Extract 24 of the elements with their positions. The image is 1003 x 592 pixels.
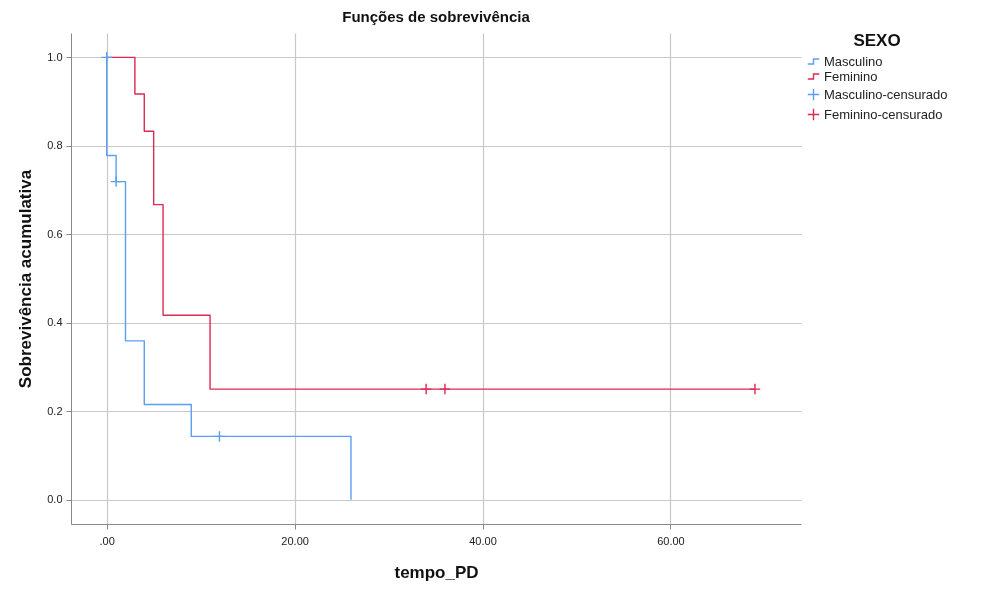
point bbox=[420, 383, 433, 396]
legend-title: SEXO bbox=[853, 31, 901, 50]
x-tick-label: 40.00 bbox=[469, 534, 497, 547]
y-tick-label: 0.4 bbox=[47, 316, 63, 329]
legend-label: Masculino bbox=[824, 53, 883, 69]
x-tick-label: 20.00 bbox=[281, 534, 309, 547]
y-tick-label: 0.0 bbox=[47, 493, 63, 506]
point bbox=[213, 430, 226, 443]
x-tick-label: 60.00 bbox=[657, 534, 685, 547]
point bbox=[438, 383, 451, 396]
x-tick-label: .00 bbox=[99, 534, 115, 547]
y-tick-label: 1.0 bbox=[47, 50, 63, 63]
y-tick-label: 0.2 bbox=[47, 404, 63, 417]
point bbox=[100, 51, 113, 64]
x-axis-title: tempo_PD bbox=[394, 562, 479, 582]
point bbox=[749, 383, 761, 396]
y-tick-label: 0.6 bbox=[47, 227, 63, 240]
y-axis-title: Sobrevivência acumulativa bbox=[16, 169, 36, 389]
chart-title: Funções de sobrevivência bbox=[342, 8, 531, 25]
legend-label: Feminino bbox=[824, 68, 878, 84]
legend-label: Feminino-censurado bbox=[824, 106, 943, 122]
point bbox=[110, 175, 123, 188]
y-tick-label: 0.8 bbox=[47, 139, 63, 152]
legend-label: Masculino-censurado bbox=[824, 86, 948, 102]
